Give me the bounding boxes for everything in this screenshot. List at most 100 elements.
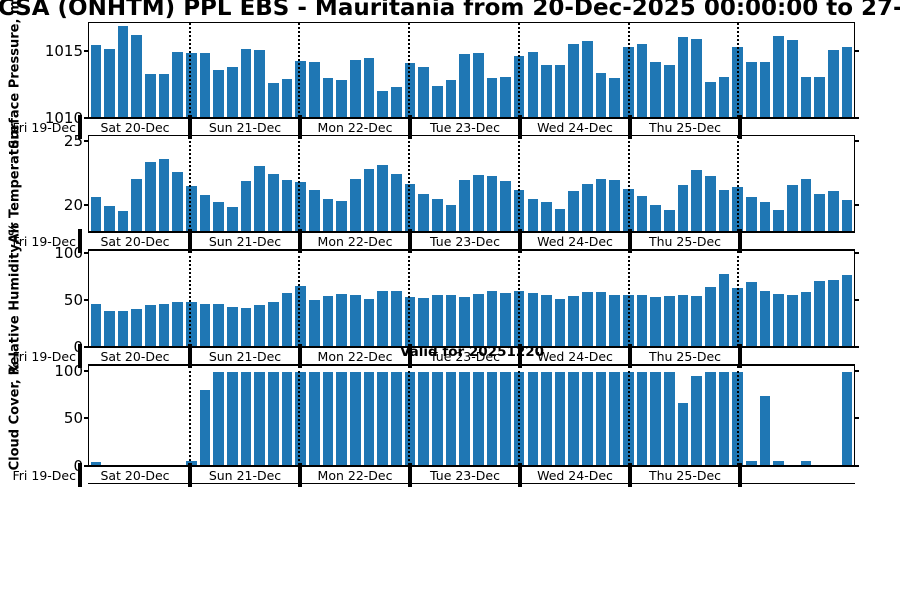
data-bar	[363, 371, 375, 465]
bar-slot	[840, 251, 854, 346]
bar-slot	[103, 136, 117, 231]
bar-slot	[704, 23, 718, 117]
bar-slot	[526, 366, 540, 465]
y-tick-mark	[855, 251, 859, 254]
bar-slot	[676, 136, 690, 231]
bar-slot	[540, 136, 554, 231]
y-axis-label-cloud: Cloud Cover, %	[7, 361, 23, 470]
bar-slot	[130, 366, 144, 465]
data-bar	[705, 371, 716, 465]
data-bar	[677, 37, 689, 117]
data-bar	[595, 291, 607, 346]
data-bar	[759, 62, 771, 117]
data-bar	[131, 309, 143, 346]
data-bar	[527, 292, 539, 346]
data-bar	[814, 76, 825, 117]
bar-slot	[308, 366, 322, 465]
bar-slot	[499, 136, 513, 231]
day-boundary-gridline	[627, 251, 630, 346]
bar-slot	[567, 251, 581, 346]
bar-slot	[471, 136, 485, 231]
data-bar	[145, 162, 156, 231]
data-bar	[349, 371, 361, 465]
bar-slot	[717, 251, 731, 346]
panel-surface-pressure: Surface Pressure, mb	[8, 0, 855, 149]
data-bar	[705, 286, 716, 346]
day-boundary-gridline	[627, 366, 630, 465]
data-bar	[554, 64, 566, 117]
day-label: Tue 23-Dec	[430, 120, 500, 135]
bar-slot	[553, 366, 567, 465]
data-bar	[377, 371, 388, 465]
bar-slot	[485, 366, 499, 465]
data-bar	[595, 178, 607, 231]
bar-slot	[499, 251, 513, 346]
data-bar	[445, 80, 457, 117]
y-tick-mark	[84, 369, 88, 372]
data-bar	[459, 297, 470, 346]
y-tick-mark	[855, 465, 859, 467]
data-bar	[309, 189, 320, 231]
bar-slot	[485, 136, 499, 231]
day-label: Mon 22-Dec	[317, 120, 393, 135]
data-bar	[213, 70, 225, 117]
data-bar	[636, 295, 648, 346]
data-bar	[117, 211, 129, 231]
bar-slot	[362, 366, 376, 465]
data-bar	[268, 173, 279, 231]
bar-slot	[444, 23, 458, 117]
plot-area-cloud	[89, 366, 854, 465]
bar-slot	[458, 251, 472, 346]
bar-slot	[772, 23, 786, 117]
data-bar	[486, 371, 498, 465]
bar-slot	[198, 251, 212, 346]
data-bar	[254, 371, 266, 465]
day-boundary-gridline	[188, 251, 191, 346]
data-bar	[486, 290, 498, 346]
data-bar	[677, 295, 689, 346]
data-bar	[295, 60, 306, 117]
data-bar	[227, 67, 238, 117]
data-bar	[472, 371, 484, 465]
day-boundary-gridline	[737, 23, 740, 117]
bar-slot	[444, 366, 458, 465]
bar-slot	[676, 251, 690, 346]
bar-slot	[280, 136, 294, 231]
data-bar	[814, 281, 825, 346]
y-tick-label: 100	[54, 361, 83, 380]
day-label: Wed 24-Dec	[537, 349, 613, 364]
data-bar	[199, 53, 211, 117]
bar-slot	[362, 23, 376, 117]
day-label: Sun 21-Dec	[208, 120, 282, 135]
day-boundary-gridline	[517, 366, 520, 465]
data-bar	[568, 191, 580, 231]
x-axis-day-row: Sat 20-Dec Sun 21-Dec Mon 22-Dec Tue 23-Dec…	[78, 463, 855, 487]
data-bar	[636, 196, 648, 231]
data-bar	[650, 371, 662, 465]
valid-date-annotation: Valid for 20251220	[399, 344, 545, 360]
bar-slot	[157, 136, 171, 231]
bar-slot	[799, 136, 813, 231]
day-label: Thu 25-Dec	[648, 349, 722, 364]
data-bar	[254, 50, 266, 117]
bar-slot	[635, 251, 649, 346]
day-tick	[298, 229, 302, 253]
bar-slot	[540, 23, 554, 117]
bar-slot	[485, 23, 499, 117]
data-bar	[527, 198, 539, 231]
day-label: Tue 23-Dec	[430, 468, 500, 483]
bar-slot	[376, 136, 390, 231]
data-bar	[691, 169, 703, 231]
bar-slot	[499, 366, 513, 465]
day-tick	[78, 229, 82, 253]
bar-slot	[348, 366, 362, 465]
bar-slot	[663, 366, 677, 465]
data-bar	[309, 62, 320, 117]
bar-slot	[594, 23, 608, 117]
day-label: Sun 21-Dec	[208, 468, 282, 483]
data-bar	[786, 39, 798, 117]
data-bar	[349, 178, 361, 231]
data-bar	[131, 34, 143, 117]
y-tick-mark	[855, 117, 859, 119]
data-bar	[691, 296, 703, 346]
